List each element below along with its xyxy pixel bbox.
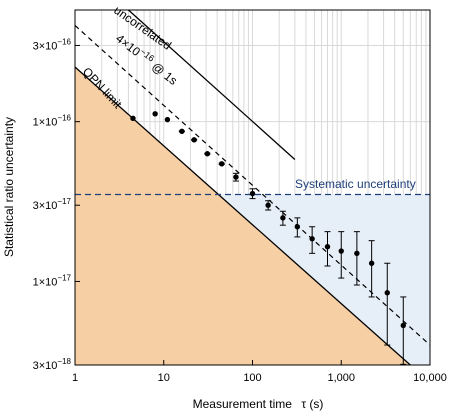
data-point: [309, 236, 315, 242]
x-tick-label: 1: [72, 372, 78, 384]
x-tick-label: 10: [158, 372, 170, 384]
data-point: [219, 161, 225, 167]
data-point: [265, 202, 271, 208]
x-tick-label: 100: [243, 372, 261, 384]
y-tick-label: 1×10−17: [33, 273, 72, 288]
y-tick-label: 1×10−16: [33, 114, 72, 129]
data-point: [400, 322, 406, 329]
x-tick-label: 10,000: [413, 372, 447, 384]
data-point: [294, 224, 301, 230]
y-tick-label: 3×10−16: [33, 37, 72, 52]
y-tick-labels: 3×10−18 1×10−17 3×10−17 1×10−16 3×10−16: [33, 37, 80, 372]
fit-line: [75, 25, 430, 346]
systematic-uncertainty-label: Systematic uncertainty: [295, 177, 416, 191]
data-point: [338, 248, 344, 254]
x-axis-label: Measurement time τ (s): [193, 397, 324, 411]
data-point: [249, 190, 256, 197]
data-point: [233, 174, 239, 180]
y-tick-label: 3×10−17: [33, 197, 72, 212]
data-point: [164, 116, 171, 123]
uncorrelated-line: [127, 10, 296, 160]
x-axis-label-symbol: τ (s): [301, 397, 323, 411]
x-tick-labels: 1 10 100 1,000 10,000: [72, 360, 447, 384]
data-point: [280, 215, 286, 221]
data-points: [130, 111, 407, 365]
y-axis-label: Statistical ratio uncertainty: [2, 117, 16, 257]
data-point: [152, 111, 158, 117]
x-tick-label: 1,000: [327, 372, 355, 384]
data-point: [191, 137, 197, 143]
data-point: [354, 250, 360, 257]
data-point: [368, 260, 375, 266]
data-point: [179, 128, 185, 135]
x-axis-label-text: Measurement time: [193, 397, 293, 411]
data-point: [130, 115, 136, 121]
systematic-region: [218, 194, 430, 365]
data-point: [384, 290, 390, 296]
y-tick-label: 3×10−18: [33, 357, 72, 372]
data-point: [204, 151, 211, 157]
data-point: [324, 244, 331, 250]
